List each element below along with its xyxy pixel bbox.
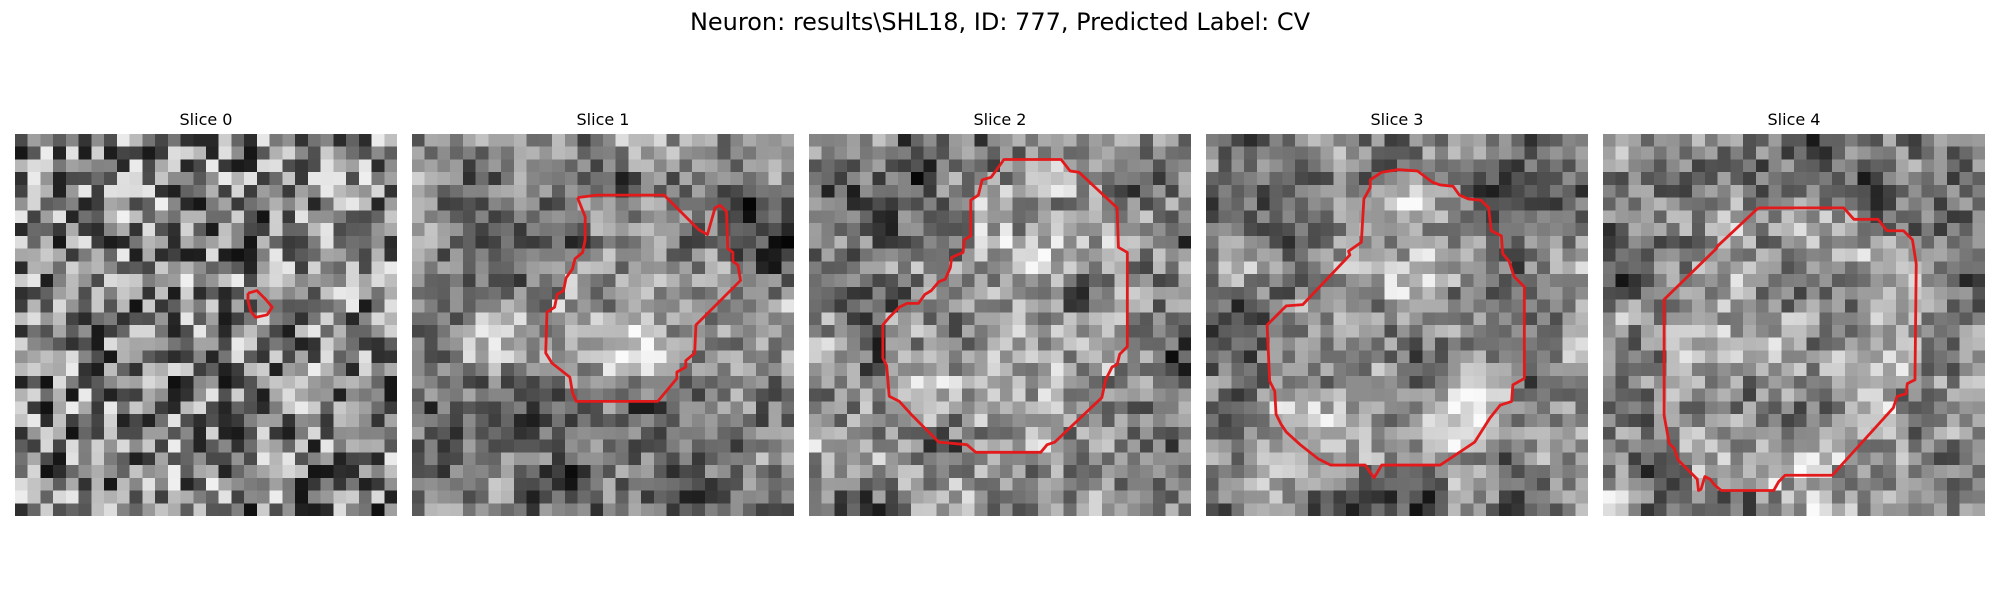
slice-2-pixel-grid bbox=[809, 134, 1191, 516]
slice-0-pixel-grid bbox=[15, 134, 397, 516]
slice-3-pixel-grid bbox=[1206, 134, 1588, 516]
slice-1-title: Slice 1 bbox=[576, 110, 630, 129]
figure-title: Neuron: results\SHL18, ID: 777, Predicte… bbox=[689, 8, 1311, 36]
slice-3-image bbox=[1206, 134, 1588, 516]
slice-1-image bbox=[412, 134, 794, 516]
slice-0-title: Slice 0 bbox=[179, 110, 233, 129]
slice-2-contour bbox=[881, 158, 1129, 454]
slice-4-contour bbox=[1662, 206, 1918, 492]
slice-4-pixel-grid bbox=[1603, 134, 1985, 516]
slice-3-contour bbox=[1265, 168, 1526, 480]
slice-0-contour bbox=[246, 289, 274, 319]
slice-3-title: Slice 3 bbox=[1370, 110, 1424, 129]
slice-0-image bbox=[15, 134, 397, 516]
slice-1-contour bbox=[544, 193, 742, 403]
slice-2-image bbox=[809, 134, 1191, 516]
slice-4-title: Slice 4 bbox=[1767, 110, 1821, 129]
slice-4-image bbox=[1603, 134, 1985, 516]
slice-2-title: Slice 2 bbox=[973, 110, 1027, 129]
slice-1-pixel-grid bbox=[412, 134, 794, 516]
